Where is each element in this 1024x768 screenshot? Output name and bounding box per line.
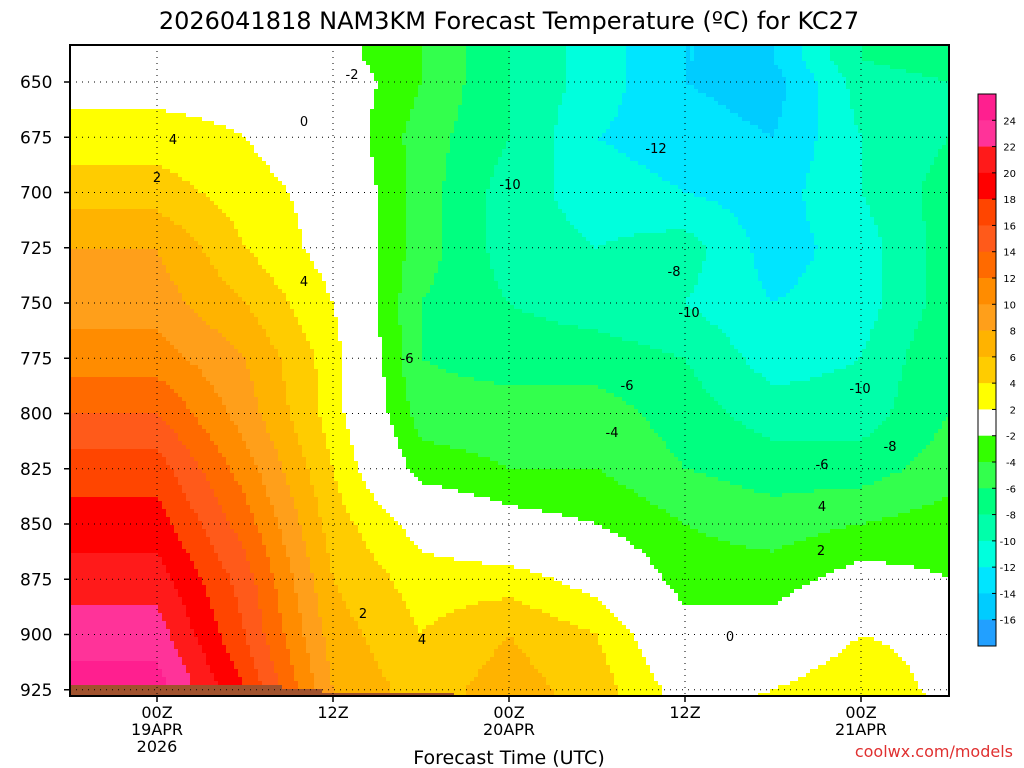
colorbar-swatch bbox=[978, 488, 996, 515]
colorbar-label: 14 bbox=[1003, 248, 1016, 259]
chart-title: 2026041818 NAM3KM Forecast Temperature (… bbox=[159, 7, 859, 35]
contour-label: -10 bbox=[678, 306, 699, 321]
colorbar-swatch bbox=[978, 120, 996, 147]
colorbar-label: 10 bbox=[1003, 300, 1016, 311]
colorbar-swatch bbox=[978, 304, 996, 331]
temperature-field bbox=[70, 45, 949, 696]
y-tick-label: 675 bbox=[20, 128, 52, 148]
contour-label: 4 bbox=[418, 633, 426, 648]
colorbar-label: -6 bbox=[1006, 484, 1016, 495]
x-tick-label: 12Z bbox=[317, 703, 348, 722]
y-tick-label: 875 bbox=[20, 570, 52, 590]
y-tick-label: 900 bbox=[20, 626, 52, 646]
colorbar-label: 22 bbox=[1003, 143, 1016, 154]
colorbar-swatch bbox=[978, 199, 996, 226]
colorbar-swatch bbox=[978, 383, 996, 410]
y-axis: 650 675 700 725 750 775 800 825 850 875 900 925 bbox=[20, 73, 70, 701]
contour-label: -10 bbox=[499, 178, 520, 193]
colorbar-label: 8 bbox=[1010, 327, 1016, 338]
colorbar-label: 6 bbox=[1010, 353, 1016, 364]
colorbar-swatch bbox=[978, 462, 996, 489]
colorbar-swatch bbox=[978, 619, 996, 647]
colorbar-label: 16 bbox=[1003, 221, 1016, 232]
contour-label: -6 bbox=[401, 352, 414, 367]
y-tick-label: 650 bbox=[20, 73, 52, 93]
colorbar-swatch bbox=[978, 278, 996, 305]
x-tick-label: 19APR bbox=[131, 720, 183, 739]
credit-text: coolwx.com/models bbox=[855, 742, 1013, 761]
contour-label: -10 bbox=[849, 382, 870, 397]
contour-label: -2 bbox=[346, 68, 359, 83]
contour-label: 2 bbox=[153, 171, 161, 186]
colorbar-swatch bbox=[978, 356, 996, 384]
y-tick-label: 725 bbox=[20, 239, 52, 259]
colorbar-label: -12 bbox=[1000, 563, 1016, 574]
colorbar-label: -8 bbox=[1006, 511, 1016, 522]
contour-label: 4 bbox=[169, 133, 177, 148]
contour-labels: -2 0 4 2 -12 -10 4 -8 -10 -6 -6 -10 -4 -8 -6 4 2 2 4 0 bbox=[153, 68, 897, 648]
colorbar-label: 12 bbox=[1003, 274, 1016, 285]
colorbar-swatch bbox=[978, 540, 996, 568]
colorbar-swatch bbox=[978, 409, 996, 437]
colorbar-label: -10 bbox=[1000, 537, 1016, 548]
grid-lines bbox=[70, 45, 949, 696]
y-tick-label: 700 bbox=[20, 184, 52, 204]
y-tick-label: 925 bbox=[20, 681, 52, 701]
colorbar-label: 2 bbox=[1010, 405, 1016, 416]
x-tick-label: 00Z bbox=[493, 703, 524, 722]
contour-label: -4 bbox=[606, 426, 619, 441]
contour-label: -6 bbox=[816, 458, 829, 473]
colorbar-label: 18 bbox=[1003, 195, 1016, 206]
colorbar-label: -2 bbox=[1006, 432, 1016, 443]
colorbar-label: 4 bbox=[1010, 379, 1016, 390]
colorbar-swatch bbox=[978, 146, 996, 174]
y-tick-label: 800 bbox=[20, 405, 52, 425]
colorbar-swatch bbox=[978, 435, 996, 463]
colorbar-label: 20 bbox=[1003, 169, 1016, 180]
contour-label: -6 bbox=[621, 379, 634, 394]
colorbar: 24 22 20 18 16 14 12 10 8 6 4 2 -2 -4 -6 -8 -10 -12 -14 -16 bbox=[977, 93, 1016, 647]
colorbar-label: -16 bbox=[1000, 616, 1016, 627]
x-tick-label: 00Z bbox=[845, 703, 876, 722]
y-tick-label: 825 bbox=[20, 460, 52, 480]
colorbar-swatch bbox=[978, 593, 996, 621]
colorbar-label: -14 bbox=[1000, 589, 1016, 600]
colorbar-swatch bbox=[978, 94, 996, 121]
contour-label: 4 bbox=[818, 500, 826, 515]
colorbar-swatch bbox=[978, 251, 996, 279]
x-tick-label: 20APR bbox=[483, 720, 535, 739]
y-tick-label: 750 bbox=[20, 294, 52, 314]
colorbar-swatch bbox=[978, 330, 996, 358]
x-tick-label: 21APR bbox=[835, 720, 887, 739]
x-axis-title: Forecast Time (UTC) bbox=[413, 747, 604, 768]
contour-label: 0 bbox=[300, 115, 308, 130]
colorbar-swatch bbox=[978, 225, 996, 253]
colorbar-swatch bbox=[978, 567, 996, 594]
y-tick-label: 850 bbox=[20, 515, 52, 535]
contour-label: 2 bbox=[817, 544, 825, 559]
contour-label: 4 bbox=[300, 275, 308, 290]
x-tick-label: 12Z bbox=[669, 703, 700, 722]
contour-label: 0 bbox=[726, 630, 734, 645]
y-tick-label: 775 bbox=[20, 349, 52, 369]
contour-label: -8 bbox=[668, 265, 681, 280]
colorbar-label: 24 bbox=[1003, 116, 1016, 127]
colorbar-swatch bbox=[978, 514, 996, 542]
contour-label: 2 bbox=[359, 607, 367, 622]
colorbar-label: -4 bbox=[1006, 458, 1016, 469]
contour-label: -8 bbox=[884, 440, 897, 455]
colorbar-swatch bbox=[978, 172, 996, 200]
contour-label: -12 bbox=[645, 142, 666, 157]
x-tick-label: 2026 bbox=[137, 737, 178, 756]
x-tick-label: 00Z bbox=[141, 703, 172, 722]
